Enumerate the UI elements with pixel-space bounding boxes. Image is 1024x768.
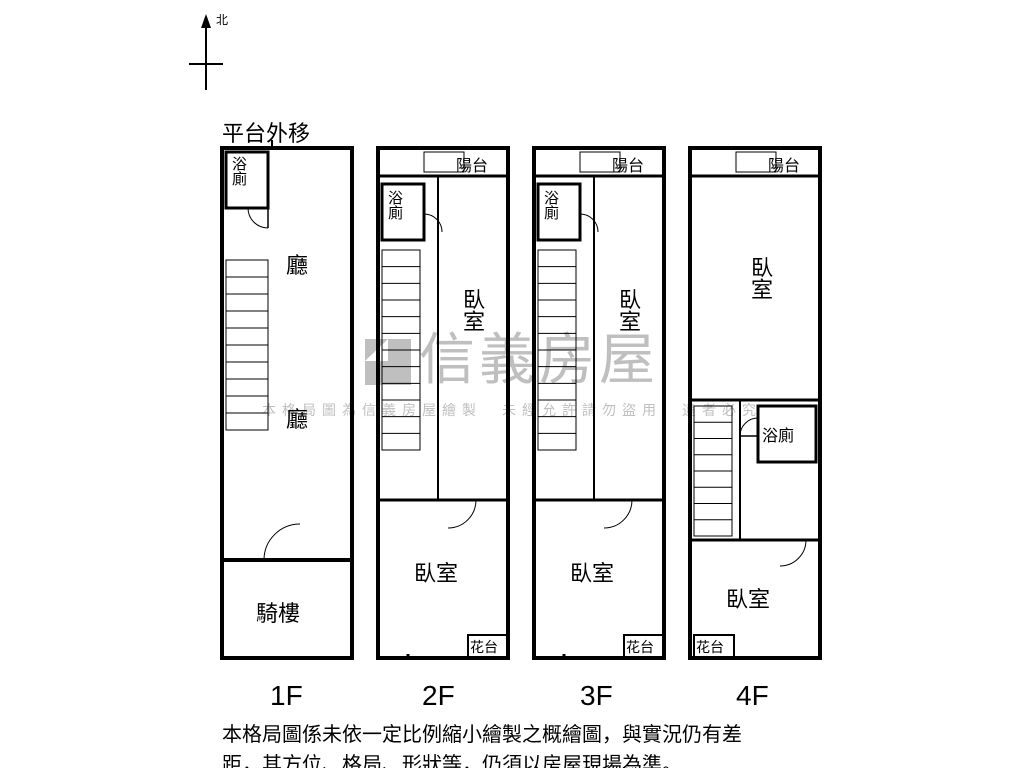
floor-label-3f: 3F [580,680,613,712]
floorplan-stage: 信義房屋 本格局圖為信義房屋繪製 未經允許請勿盜用 違者必究 北 平台外移 浴廁… [0,0,1024,768]
f1-bath-label: 浴廁 [228,156,249,186]
f3-flower-label: 花台 [626,637,654,657]
disclaimer-line2: 距，其方位、格局、形狀等，仍須以房屋現場為準。 [222,754,682,768]
f1-hall-upper-label: 廳 [286,248,308,280]
f3-bedroom-upper-label: 臥室 [612,288,644,332]
f4-bedroom-lower-label: 臥室 [726,582,770,614]
floor-label-2f: 2F [422,680,455,712]
f2-bedroom-lower-label: 臥室 [414,556,458,588]
f2-balcony-label: 陽台 [456,152,488,176]
f1-hall-lower-label: 廳 [286,402,308,434]
f4-flower-label: 花台 [696,637,724,657]
f1-arcade-label: 騎樓 [256,596,300,628]
f2-bath-label: 浴廁 [384,190,405,220]
f4-bath-label: 浴廁 [762,422,794,446]
f4-balcony-label: 陽台 [768,152,800,176]
floorplan-svg [0,0,1024,768]
floor-label-4f: 4F [736,680,769,712]
disclaimer-line1: 本格局圖係未依一定比例縮小繪製之概繪圖，與實況仍有差 [222,724,742,746]
f3-bedroom-lower-label: 臥室 [570,556,614,588]
disclaimer-text: 本格局圖係未依一定比例縮小繪製之概繪圖，與實況仍有差 距，其方位、格局、形狀等，… [222,720,742,768]
floor-label-1f: 1F [270,680,303,712]
f2-flower-label: 花台 [470,637,498,657]
f3-bath-label: 浴廁 [540,190,561,220]
f2-bedroom-upper-label: 臥室 [456,288,488,332]
f3-balcony-label: 陽台 [612,152,644,176]
f4-bedroom-upper-label: 臥室 [744,256,776,300]
